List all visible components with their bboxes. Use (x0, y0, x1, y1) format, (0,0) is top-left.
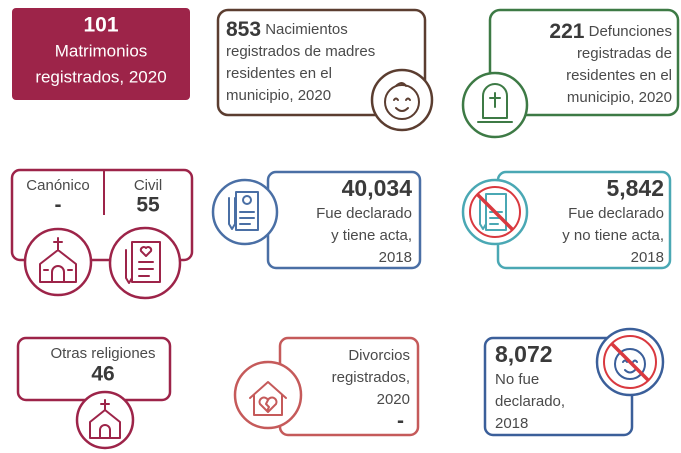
deaths-number: 221 (549, 20, 584, 43)
divorces-value: - (397, 410, 404, 433)
document-icon (211, 178, 279, 246)
tombstone-icon (461, 71, 529, 139)
deaths-label: residentes en el (566, 67, 672, 84)
other-religions-label: Otras religiones (50, 345, 155, 362)
without-act-number: 5,842 (606, 175, 664, 201)
without-act-label: Fue declarado (568, 205, 664, 222)
canonical-label: Canónico (26, 177, 89, 194)
with-act-label: y tiene acta, (331, 227, 412, 244)
divorces-label: 2020 (377, 391, 410, 408)
other-religions-value: 46 (91, 363, 114, 386)
without-act-label: y no tiene acta, (562, 227, 664, 244)
births-label: registrados de madres (226, 43, 375, 60)
births-label: municipio, 2020 (226, 87, 331, 104)
deaths-line: 221 Defunciones (549, 20, 672, 43)
divorces-label: registrados, (332, 369, 410, 386)
with-act-number: 40,034 (342, 175, 413, 201)
canonical-value: - (55, 194, 62, 217)
deaths-label: municipio, 2020 (567, 89, 672, 106)
undeclared-number: 8,072 (495, 341, 553, 367)
civil-label: Civil (134, 177, 162, 194)
births-number: 853 (226, 18, 261, 41)
undeclared-label: No fue (495, 371, 539, 388)
marriages-label: registrados, 2020 (35, 67, 166, 86)
church-icon (23, 227, 93, 297)
certificate-icon (108, 226, 182, 300)
baby-icon (370, 68, 434, 132)
marriages-number: 101 (83, 14, 118, 37)
births-label: Nacimientos (265, 21, 348, 38)
with-act-label: 2018 (379, 249, 412, 266)
with-act-label: Fue declarado (316, 205, 412, 222)
no-document-icon (461, 178, 529, 246)
no-baby-icon (595, 327, 665, 397)
deaths-card (488, 8, 680, 117)
divorces-label: Divorcios (348, 347, 410, 364)
broken-home-icon (233, 360, 303, 430)
marriages-card (12, 8, 190, 100)
church-icon (75, 390, 135, 450)
civil-value: 55 (136, 194, 160, 217)
deaths-label: registradas de (577, 45, 672, 62)
deaths-label: Defunciones (589, 23, 672, 40)
marriages-label: Matrimonios (55, 41, 148, 60)
births-label: residentes en el (226, 65, 332, 82)
undeclared-label: 2018 (495, 415, 528, 432)
births-line: 853 Nacimientos (226, 18, 348, 41)
without-act-label: 2018 (631, 249, 664, 266)
undeclared-label: declarado, (495, 393, 565, 410)
